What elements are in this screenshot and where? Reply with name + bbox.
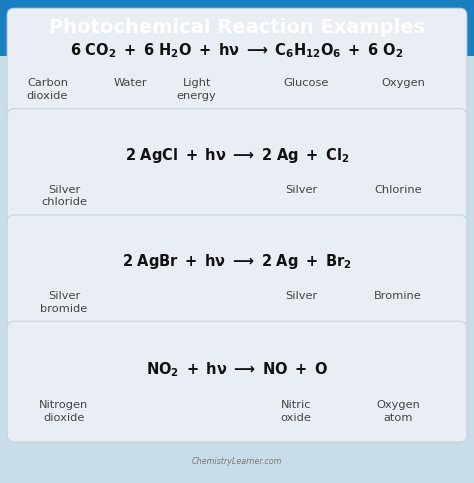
Text: ChemistryLearner.com: ChemistryLearner.com bbox=[192, 457, 282, 466]
Text: $\mathbf{6\ CO_2\ +\ 6\ H_2O\ +\ h\nu\ \longrightarrow\ C_6H_{12}O_6\ +\ 6\ O_2}: $\mathbf{6\ CO_2\ +\ 6\ H_2O\ +\ h\nu\ \… bbox=[70, 42, 404, 60]
FancyBboxPatch shape bbox=[0, 0, 474, 56]
Text: Oxygen: Oxygen bbox=[381, 78, 425, 88]
Text: Water: Water bbox=[114, 78, 147, 88]
Text: Nitric
oxide: Nitric oxide bbox=[281, 400, 312, 423]
FancyBboxPatch shape bbox=[7, 321, 467, 442]
FancyBboxPatch shape bbox=[7, 109, 467, 222]
Text: $\mathbf{2\ AgCl\ +\ h\nu\ \longrightarrow\ 2\ Ag\ +\ Cl_2}$: $\mathbf{2\ AgCl\ +\ h\nu\ \longrightarr… bbox=[125, 146, 349, 165]
FancyBboxPatch shape bbox=[7, 8, 467, 116]
Text: Carbon
dioxide: Carbon dioxide bbox=[27, 78, 68, 101]
Text: Silver
bromide: Silver bromide bbox=[40, 291, 88, 313]
FancyBboxPatch shape bbox=[7, 215, 467, 328]
Text: Light
energy: Light energy bbox=[177, 78, 217, 101]
Text: Nitrogen
dioxide: Nitrogen dioxide bbox=[39, 400, 89, 423]
Text: Bromine: Bromine bbox=[374, 291, 422, 301]
Text: Oxygen
atom: Oxygen atom bbox=[376, 400, 420, 423]
Text: Glucose: Glucose bbox=[283, 78, 328, 88]
Text: $\mathbf{2\ AgBr\ +\ h\nu\ \longrightarrow\ 2\ Ag\ +\ Br_2}$: $\mathbf{2\ AgBr\ +\ h\nu\ \longrightarr… bbox=[122, 252, 352, 271]
Text: Silver: Silver bbox=[285, 291, 317, 301]
Text: Photochemical Reaction Examples: Photochemical Reaction Examples bbox=[49, 18, 425, 37]
Text: Silver: Silver bbox=[285, 185, 317, 195]
Text: $\mathbf{NO_2\ +\ h\nu\ \longrightarrow\ NO\ +\ O}$: $\mathbf{NO_2\ +\ h\nu\ \longrightarrow\… bbox=[146, 360, 328, 379]
Text: Chlorine: Chlorine bbox=[374, 185, 422, 195]
Text: Silver
chloride: Silver chloride bbox=[41, 185, 87, 207]
